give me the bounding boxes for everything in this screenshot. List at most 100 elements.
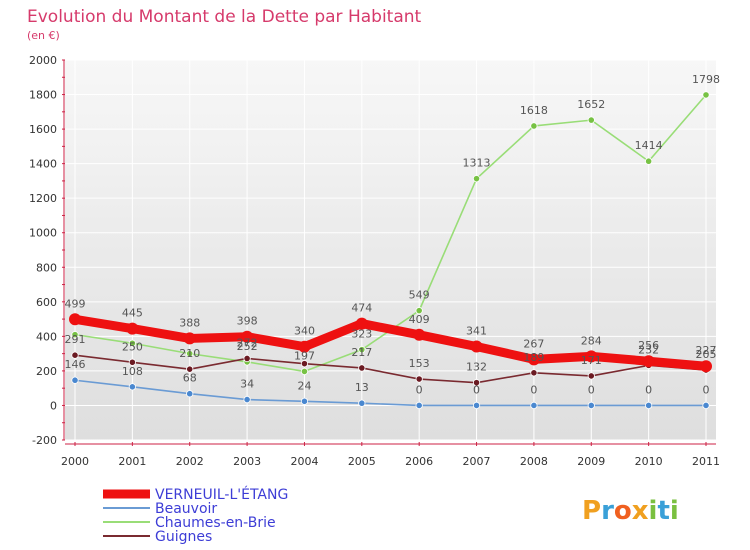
y-tick-label: 1400 [29, 158, 57, 171]
data-point [415, 307, 423, 315]
legend-label: Chaumes-en-Brie [155, 515, 276, 531]
data-label: 0 [416, 383, 423, 396]
data-label: 24 [297, 379, 311, 392]
data-label: 250 [122, 340, 143, 353]
data-point [69, 313, 81, 326]
data-label: 132 [466, 361, 487, 374]
y-tick-label: 600 [36, 296, 57, 309]
x-tick-label: 2009 [577, 455, 605, 468]
data-label: 205 [696, 348, 717, 361]
data-point [530, 122, 538, 130]
data-label: 1313 [463, 157, 491, 170]
data-point [128, 383, 136, 391]
data-label: 0 [645, 383, 652, 396]
x-tick-label: 2001 [118, 455, 146, 468]
data-label: 499 [65, 297, 86, 310]
legend-label: VERNEUIL-L'ÉTANG [155, 486, 288, 503]
data-label: 388 [179, 316, 200, 329]
data-point [585, 350, 598, 363]
legend-label: Guignes [155, 529, 212, 545]
data-point [71, 331, 79, 339]
y-tick-label: 0 [50, 399, 57, 412]
data-label: 210 [179, 347, 200, 360]
logo-text: Proxiti [582, 496, 679, 526]
data-point [355, 317, 368, 330]
data-label: 267 [523, 337, 544, 350]
data-point [702, 91, 710, 99]
data-point [243, 354, 251, 363]
data-label: 153 [409, 357, 430, 370]
data-label: 398 [237, 315, 258, 328]
data-label: 474 [351, 302, 372, 315]
y-tick-label: 1800 [29, 89, 57, 102]
x-tick-label: 2003 [233, 455, 261, 468]
data-point [587, 372, 595, 380]
y-tick-label: 800 [36, 261, 57, 274]
data-label: 323 [351, 328, 372, 341]
legend-label: Beauvoir [155, 501, 217, 517]
logo-letter: t [657, 496, 669, 526]
x-tick-label: 2007 [463, 455, 491, 468]
y-tick-label: 1000 [29, 227, 57, 240]
data-label: 146 [65, 358, 86, 371]
data-point [300, 397, 309, 405]
data-label: 445 [122, 307, 143, 320]
data-point [71, 351, 79, 359]
data-label: 272 [237, 336, 258, 349]
y-tick-label: -200 [32, 434, 57, 447]
data-point [358, 364, 366, 372]
data-label: 0 [588, 383, 595, 396]
data-point [186, 390, 194, 398]
data-label: 1798 [692, 73, 720, 86]
logo-letter: x [632, 496, 649, 526]
data-label: 549 [409, 289, 430, 302]
logo-letter: i [649, 496, 658, 526]
y-tick-label: 1600 [29, 123, 57, 136]
data-point [358, 346, 366, 354]
data-point [700, 360, 712, 373]
x-axis: 2000 2001 2002 2003 2004 2005 2006 2007 2008 2009… [61, 60, 720, 468]
data-label: 340 [294, 325, 315, 338]
chart-subtitle: (en €) [27, 29, 60, 42]
data-point [126, 322, 139, 335]
data-label: 252 [237, 340, 258, 353]
data-label: 1618 [520, 104, 548, 117]
series-line [70, 314, 711, 371]
plot-background [65, 60, 716, 440]
x-tick-label: 2010 [635, 455, 663, 468]
x-tick-label: 2002 [176, 455, 204, 468]
data-point [530, 369, 538, 377]
data-label: 409 [409, 313, 430, 326]
data-point [183, 332, 196, 345]
data-labels: 252 197 323 549 1313 1618 1652 1414 1798 291 250 21… [65, 73, 721, 397]
plot-area [65, 60, 716, 440]
proxiti-logo: Proxiti [582, 496, 679, 526]
data-label: 227 [696, 344, 717, 357]
logo-letter: P [582, 496, 601, 526]
data-point [587, 116, 595, 124]
data-point [470, 340, 483, 353]
data-point [300, 360, 309, 368]
data-point [645, 401, 653, 410]
data-label: 341 [466, 325, 487, 338]
data-label: 217 [351, 346, 372, 359]
data-point [472, 401, 481, 410]
data-point [413, 328, 426, 341]
chart-title: Evolution du Montant de la Dette par Hab… [27, 7, 422, 27]
data-label: 0 [530, 383, 537, 396]
data-point [587, 401, 595, 410]
logo-letter: i [670, 496, 679, 526]
y-tick-label: 1200 [29, 192, 57, 205]
x-tick-label: 2008 [520, 455, 548, 468]
legend: VERNEUIL-L'ÉTANGBeauvoirChaumes-en-BrieG… [103, 486, 288, 545]
data-label: 68 [183, 372, 197, 385]
y-tick-label: 2000 [29, 54, 57, 67]
data-point [530, 401, 538, 410]
data-point [527, 353, 540, 366]
data-point [415, 401, 423, 410]
data-label: 1414 [635, 139, 663, 152]
data-point [241, 330, 254, 343]
data-label: 189 [523, 351, 544, 364]
data-label: 284 [581, 334, 602, 347]
